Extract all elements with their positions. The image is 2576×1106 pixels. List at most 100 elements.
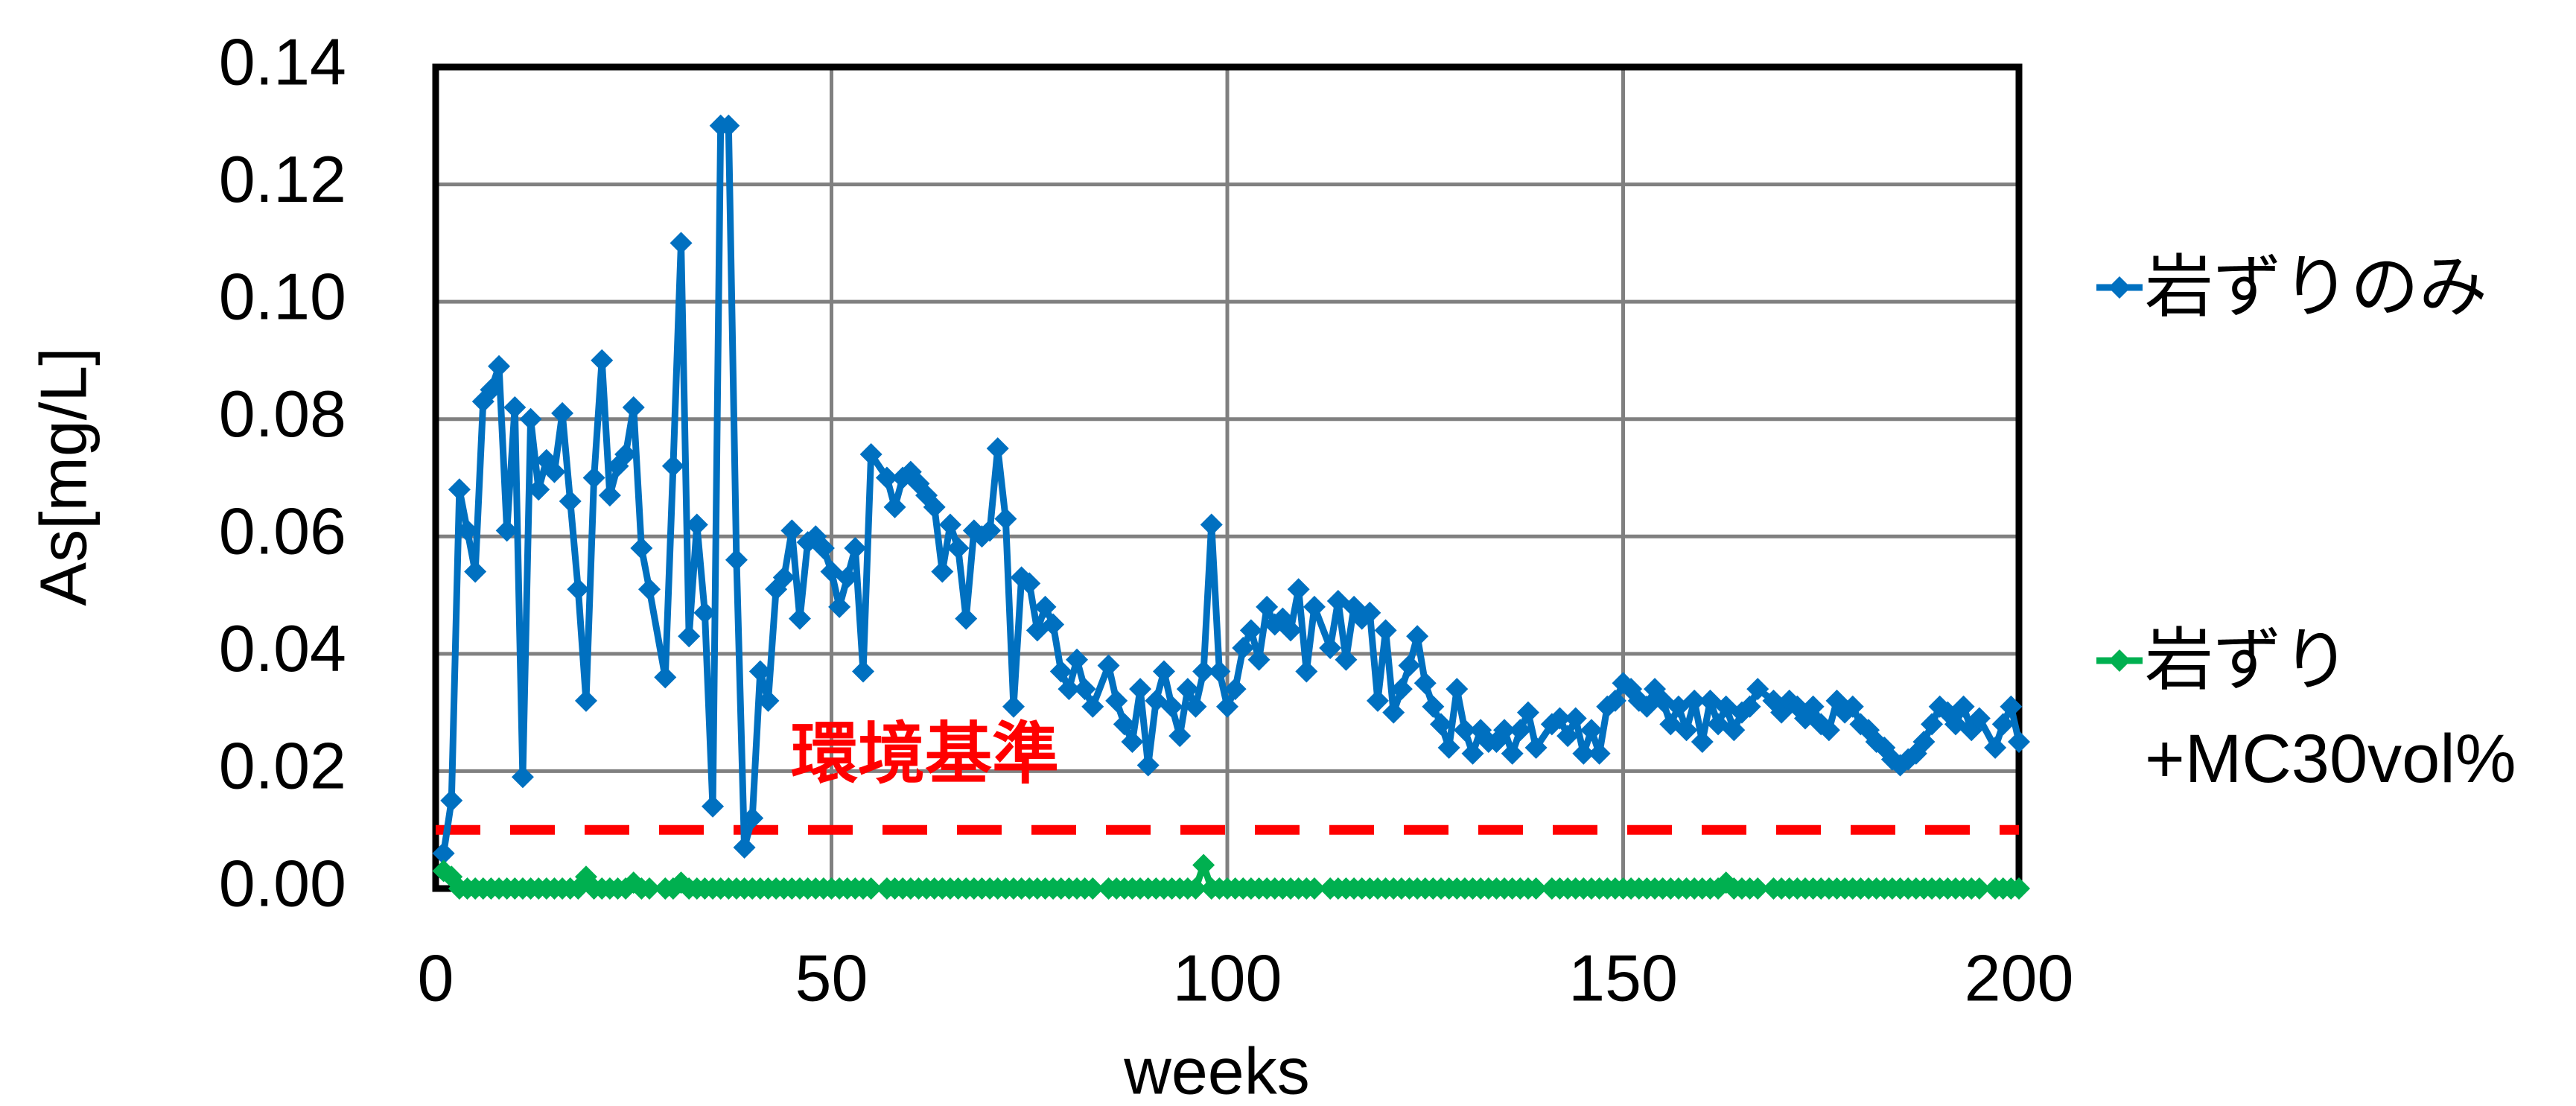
marker [1588,742,1611,765]
marker [1208,660,1231,683]
marker [1801,695,1825,718]
marker [1516,701,1539,724]
marker [1335,648,1358,671]
marker [661,454,684,477]
marker [1058,678,1081,701]
marker [844,537,867,560]
marker [1382,701,1405,724]
marker [1049,660,1072,683]
marker [543,460,566,483]
marker [1247,648,1270,671]
marker [748,660,772,683]
marker [979,519,1002,542]
marker [931,560,954,583]
marker [1548,707,1571,730]
marker [1184,695,1207,718]
marker [1501,742,1524,765]
marker [614,442,637,465]
marker [1121,731,1144,754]
marker [1603,689,1626,712]
marker [1224,678,1247,701]
marker [1358,601,1381,624]
marker [1279,619,1303,642]
marker [741,807,764,830]
marker [986,437,1009,460]
marker [559,490,582,513]
marker [923,495,946,518]
marker [1746,877,1769,900]
marker [772,566,795,589]
marker [1042,613,1065,636]
marker [638,578,661,601]
marker [1461,742,1484,765]
y-tick-label: 0.10 [219,259,346,333]
marker [1073,678,1096,701]
marker [495,519,518,542]
x-tick-label: 50 [795,941,868,1014]
marker [1921,713,1944,736]
marker [448,478,471,501]
marker [574,689,597,712]
marker [788,607,811,630]
legend-label: 岩ずりのみ [2145,250,2488,325]
marker [1746,678,1769,701]
marker [859,877,882,900]
marker [1216,695,1238,718]
marker [1002,695,1025,718]
marker [1984,736,2007,759]
y-tick-label: 0.14 [219,25,346,98]
marker [1239,619,1262,642]
marker [1295,660,1318,683]
x-tick-label: 100 [1173,941,1282,1014]
marker [1192,854,1215,877]
marker [1176,678,1199,701]
marker [1192,660,1215,683]
marker [1136,754,1160,777]
marker [440,789,463,812]
marker [685,513,708,536]
marker [519,407,542,430]
marker [1509,719,1532,742]
marker [1413,672,1437,695]
y-axis-label: As[mg/L] [26,347,100,606]
y-tick-label: 0.00 [219,846,346,920]
legend-marker [2108,276,2131,299]
marker [1453,719,1476,742]
marker [638,877,661,900]
marker [955,607,978,630]
marker [717,114,740,137]
marker [1105,689,1128,712]
marker [1580,719,1603,742]
marker [1034,595,1057,618]
marker [1374,619,1397,642]
marker [1968,877,1991,900]
marker [1683,689,1706,712]
marker [1841,695,1864,718]
reference-label: 環境基準 [791,717,1059,792]
x-axis-label: weeks [1123,1034,1309,1106]
marker [678,625,701,648]
marker [527,478,550,501]
marker [591,349,614,372]
marker [2000,695,2023,718]
marker [1113,713,1136,736]
marker [1184,877,1207,900]
y-tick-label: 0.12 [219,142,346,216]
marker [1081,877,1104,900]
marker [503,395,527,419]
marker [1691,731,1714,754]
marker [1303,595,1326,618]
marker [1968,707,1991,730]
x-tick-label: 0 [418,941,454,1014]
marker [567,578,590,601]
marker [1303,877,1326,900]
marker [859,442,882,465]
marker [1991,713,2014,736]
marker [852,660,875,683]
y-tick-label: 0.02 [219,729,346,803]
marker [875,466,898,489]
marker [488,355,511,378]
y-tick-label: 0.06 [219,495,346,568]
marker [1287,578,1310,601]
marker [1129,678,1152,701]
